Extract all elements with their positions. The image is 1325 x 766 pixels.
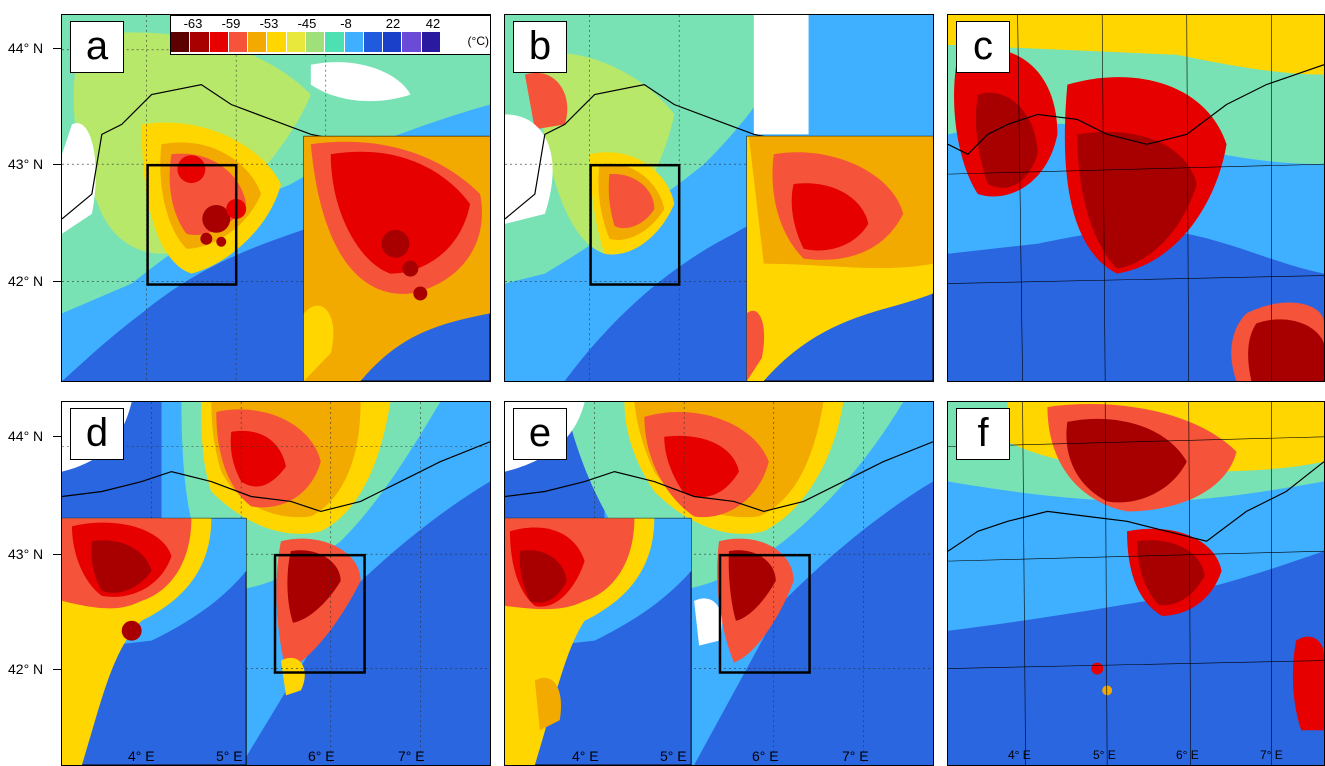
map-panel-a: a -63 -59 -53 -45 -8 22 42 (°C) [61, 14, 491, 382]
colorbar-swatch [383, 32, 403, 52]
lat-tick [53, 48, 61, 49]
lon-label: 6° E [308, 748, 335, 764]
lat-label: 42° N [8, 661, 44, 677]
lon-label: 5° E [216, 748, 243, 764]
panel-label-e: e [513, 408, 567, 460]
colorbar-swatch [325, 32, 345, 52]
colorbar-swatch [209, 32, 229, 52]
colorbar-swatch [228, 32, 249, 52]
lon-label: 6° E [1176, 748, 1199, 762]
inset-a [303, 135, 490, 381]
lon-label: 4° E [1008, 748, 1031, 762]
colorbar-tick: -63 [183, 16, 203, 31]
satellite-map-b [505, 15, 933, 381]
colorbar-swatch [190, 32, 210, 52]
colorbar-swatch [171, 32, 191, 52]
colorbar-unit: (°C) [467, 34, 489, 48]
model-map-c [948, 15, 1324, 381]
colorbar-tick: 22 [385, 16, 401, 31]
colorbar-swatch [344, 32, 364, 52]
lat-label: 43° N [8, 156, 44, 172]
colorbar-tick: -53 [259, 16, 279, 31]
colorbar-swatch [363, 32, 384, 52]
map-panel-f: f [947, 401, 1325, 766]
lat-tick [53, 669, 61, 670]
lon-label: 7° E [1260, 748, 1283, 762]
lat-label: 44° N [8, 428, 44, 444]
panel-label-b: b [513, 21, 567, 73]
colorbar-swatch [267, 32, 287, 52]
model-map-f [948, 402, 1324, 765]
map-panel-d: d [61, 401, 491, 766]
inset-d [62, 517, 247, 765]
colorbar-swatch [305, 32, 326, 52]
map-panel-b: b [504, 14, 934, 382]
lon-label: 4° E [572, 748, 599, 764]
lat-label: 42° N [8, 273, 44, 289]
lon-label: 7° E [842, 748, 869, 764]
panel-label-f: f [956, 408, 1010, 460]
colorbar-swatch [402, 32, 422, 52]
inset-b [746, 135, 933, 381]
lon-label: 4° E [128, 748, 155, 764]
colorbar-tick: -8 [340, 16, 352, 31]
colorbar-swatch [248, 32, 268, 52]
temperature-colorbar: -63 -59 -53 -45 -8 22 42 (°C) [170, 15, 490, 55]
lat-tick [53, 281, 61, 282]
lat-label: 44° N [8, 40, 44, 56]
panel-label-c: c [956, 21, 1010, 73]
colorbar-ticks: -63 -59 -53 -45 -8 22 42 [171, 16, 490, 31]
inset-e [505, 517, 692, 765]
map-panel-c: c [947, 14, 1325, 382]
colorbar-swatches [171, 32, 441, 52]
colorbar-swatch [421, 32, 441, 52]
satellite-map-e [505, 402, 933, 765]
panel-label-a: a [70, 21, 124, 73]
colorbar-swatch [286, 32, 306, 52]
panel-label-d: d [70, 408, 124, 460]
lon-label: 5° E [660, 748, 687, 764]
colorbar-tick: 42 [425, 16, 441, 31]
map-panel-e: e [504, 401, 934, 766]
lat-label: 43° N [8, 546, 44, 562]
lat-tick [53, 554, 61, 555]
lon-label: 7° E [398, 748, 425, 764]
satellite-map-d [62, 402, 490, 765]
lat-tick [53, 164, 61, 165]
colorbar-tick: -45 [297, 16, 317, 31]
lat-tick [53, 436, 61, 437]
satellite-map-a [62, 15, 490, 381]
lon-label: 5° E [1093, 748, 1116, 762]
colorbar-tick: -59 [221, 16, 241, 31]
lon-label: 6° E [752, 748, 779, 764]
